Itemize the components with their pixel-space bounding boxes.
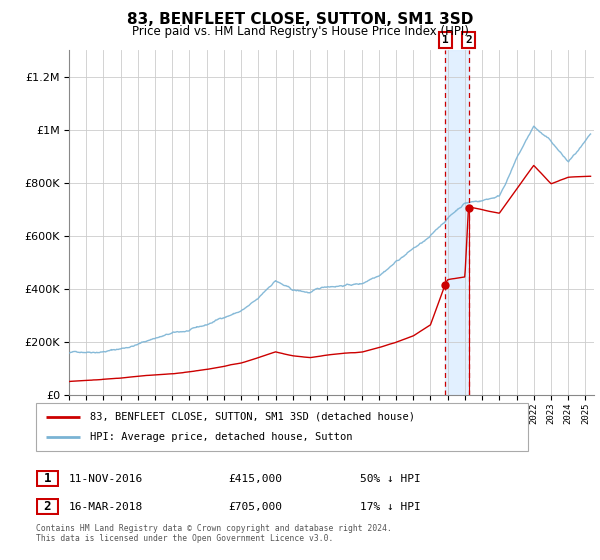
Bar [445, 50, 469, 395]
Text: HPI: Average price, detached house, Sutton: HPI: Average price, detached house, Sutt… [90, 432, 353, 442]
Text: 83, BENFLEET CLOSE, SUTTON, SM1 3SD (detached house): 83, BENFLEET CLOSE, SUTTON, SM1 3SD (det… [90, 412, 415, 422]
Text: £705,000: £705,000 [228, 502, 282, 512]
Text: £415,000: £415,000 [228, 474, 282, 484]
Text: 83, BENFLEET CLOSE, SUTTON, SM1 3SD: 83, BENFLEET CLOSE, SUTTON, SM1 3SD [127, 12, 473, 27]
Text: 1: 1 [44, 472, 51, 486]
Text: 1: 1 [442, 35, 449, 45]
FancyBboxPatch shape [37, 472, 58, 486]
Text: 16-MAR-2018: 16-MAR-2018 [69, 502, 143, 512]
Text: Price paid vs. HM Land Registry's House Price Index (HPI): Price paid vs. HM Land Registry's House … [131, 25, 469, 38]
Text: This data is licensed under the Open Government Licence v3.0.: This data is licensed under the Open Gov… [36, 534, 334, 543]
Text: 2: 2 [465, 35, 472, 45]
FancyBboxPatch shape [37, 500, 58, 514]
Text: 17% ↓ HPI: 17% ↓ HPI [360, 502, 421, 512]
Text: 11-NOV-2016: 11-NOV-2016 [69, 474, 143, 484]
Text: Contains HM Land Registry data © Crown copyright and database right 2024.: Contains HM Land Registry data © Crown c… [36, 524, 392, 533]
FancyBboxPatch shape [36, 403, 528, 451]
Text: 50% ↓ HPI: 50% ↓ HPI [360, 474, 421, 484]
Text: 2: 2 [44, 500, 51, 514]
